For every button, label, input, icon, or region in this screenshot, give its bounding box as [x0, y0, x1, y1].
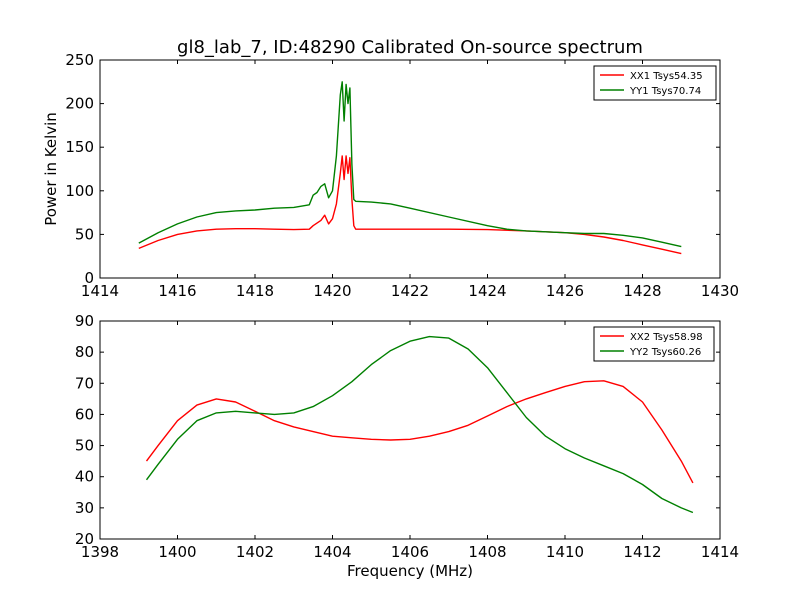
y-tick-label: 20 [75, 530, 94, 548]
y-tick-label: 60 [75, 405, 94, 423]
x-tick-label: 1408 [468, 543, 506, 561]
y-tick-label: 100 [65, 182, 94, 200]
y-tick-label: 0 [84, 269, 94, 287]
y-tick-label: 50 [75, 437, 94, 455]
x-tick-label: 1416 [158, 282, 196, 300]
x-tick-label: 1424 [468, 282, 506, 300]
y-tick-label: 40 [75, 468, 94, 486]
y-tick-label: 250 [65, 51, 94, 69]
y-tick-label: 90 [75, 312, 94, 330]
x-tick-label: 1414 [701, 543, 739, 561]
x-tick-label: 1410 [546, 543, 584, 561]
legend-box [593, 65, 717, 101]
y-tick-label: 150 [65, 138, 94, 156]
x-tick-label: 1400 [158, 543, 196, 561]
y-tick-label: 70 [75, 374, 94, 392]
x-axis-label: Frequency (MHz) [347, 562, 473, 580]
series-line-1 [145, 380, 694, 484]
legend-box [593, 326, 715, 362]
x-tick-label: 1412 [623, 543, 661, 561]
y-tick-label: 50 [75, 225, 94, 243]
y-tick-label: 30 [75, 499, 94, 517]
x-tick-label: 1420 [313, 282, 351, 300]
x-tick-label: 1406 [391, 543, 429, 561]
plot-top: 1414 1416 1418 1420 1422 1424 1426 1428 1430 0 50 1… [42, 51, 739, 300]
x-tick-label: 1402 [236, 543, 274, 561]
legend-label: YY1 Tsys70.74 [629, 86, 701, 97]
y-tick-label: 200 [65, 95, 94, 113]
plot-bottom: 1398 1400 1402 1404 1406 1408 1410 1412 1414 20 30… [75, 312, 739, 580]
chart-title: gl8_lab_7, ID:48290 Calibrated On-source… [177, 37, 643, 58]
series-line-2 [145, 335, 694, 514]
legend-label: XX2 Tsys58.98 [630, 332, 703, 343]
x-tick-label: 1398 [81, 543, 119, 561]
x-tick-label: 1414 [81, 282, 119, 300]
x-tick-label: 1426 [546, 282, 584, 300]
y-tick-label: 80 [75, 343, 94, 361]
legend-label: XX1 Tsys54.35 [630, 71, 703, 82]
x-tick-label: 1404 [313, 543, 351, 561]
y-axis-label: Power in Kelvin [42, 112, 60, 226]
x-tick-label: 1430 [701, 282, 739, 300]
legend-label: YY2 Tsys60.26 [629, 347, 701, 358]
series-line-2 [138, 81, 682, 248]
x-tick-label: 1428 [623, 282, 661, 300]
x-tick-label: 1422 [391, 282, 429, 300]
x-tick-label: 1418 [236, 282, 274, 300]
